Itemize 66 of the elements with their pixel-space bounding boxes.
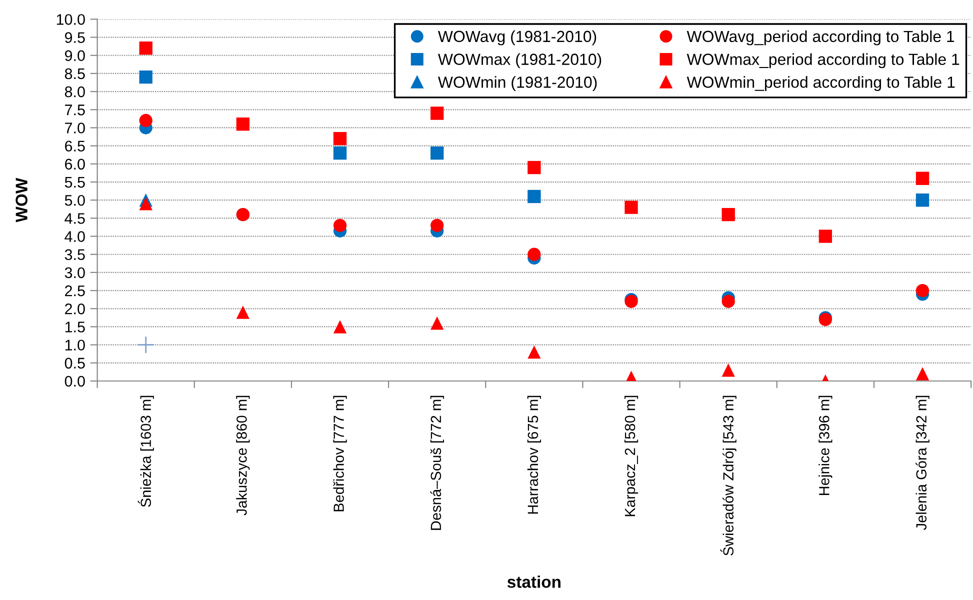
legend-label: WOWavg_period according to Table 1: [686, 30, 954, 46]
y-tick-label: 2.0: [65, 304, 85, 314]
y-tick-label: 7.0: [65, 122, 85, 134]
y-tick-label: 4.0: [64, 231, 85, 242]
y-tick-label: 3.0: [64, 267, 85, 278]
point: [430, 218, 444, 232]
point: [333, 146, 347, 160]
point: [722, 294, 735, 308]
x-axis-title: station: [507, 576, 560, 588]
y-tick-label: 5.0: [64, 194, 85, 206]
legend-label: WOWmin (1981-2010): [438, 76, 597, 92]
point: [916, 172, 930, 185]
x-tick-label: Bedřichov [777 m]: [333, 396, 347, 512]
y-tick-label: 3.5: [64, 249, 85, 260]
y-tick-label: 0.5: [64, 358, 85, 369]
point: [136, 336, 155, 354]
point: [916, 367, 930, 380]
y-tick-label: 6.5: [65, 140, 85, 152]
y-tick-label: 1.5: [65, 322, 85, 332]
point: [528, 190, 541, 204]
point: [430, 146, 444, 160]
y-axis-title: WOW: [16, 178, 28, 222]
point: [333, 320, 347, 334]
y-tick-label: 6.0: [65, 158, 85, 170]
x-tick-label: Harrachov [675 m]: [527, 396, 541, 514]
point: [916, 194, 930, 207]
y-tick-label: 9.5: [64, 32, 85, 43]
point: [916, 284, 930, 298]
point: [333, 132, 347, 146]
legend-label: WOWmin_period according to Table 1: [686, 76, 955, 92]
point: [722, 364, 735, 377]
y-tick-label: 10.0: [56, 14, 85, 25]
legend-label: WOWmax_period according to Table 1: [686, 53, 960, 68]
x-tick-label: Jakuszyce [860 m]: [236, 396, 250, 516]
y-tick-label: 0.0: [64, 376, 85, 387]
y-tick-label: 4.5: [64, 213, 85, 224]
point: [528, 160, 541, 174]
x-tick-label: Śnieżka [1603 m]: [138, 396, 154, 507]
point: [139, 114, 152, 128]
y-tick-label: 9.0: [64, 50, 85, 62]
y-tick-label: 5.5: [64, 177, 85, 188]
point: [624, 200, 638, 214]
point: [139, 197, 152, 210]
legend-label: WOWavg (1981-2010): [438, 30, 596, 46]
point: [139, 70, 152, 84]
point: [722, 208, 735, 222]
x-tick-label: Świeradów Zdrój [543 m]: [720, 396, 736, 556]
point: [139, 42, 152, 55]
y-tick-label: 1.0: [65, 340, 85, 351]
point: [430, 106, 444, 120]
point: [528, 345, 541, 359]
x-tick-label: Hejnice [396 m]: [818, 396, 832, 496]
point: [236, 118, 250, 131]
y-tick-label: 7.5: [65, 104, 85, 116]
y-tick-label: 8.5: [64, 68, 85, 80]
legend-label: WOWmax (1981-2010): [438, 53, 602, 68]
point: [236, 306, 250, 319]
x-tick-label: Karpacz_2 [580 m]: [624, 396, 638, 516]
y-tick-label: 2.5: [65, 285, 85, 296]
x-tick-label: Desná–Souš [772 m]: [430, 396, 444, 530]
point: [333, 218, 347, 232]
x-tick-label: Jelenia Góra [342 m]: [916, 396, 930, 530]
point: [430, 316, 444, 330]
y-tick-label: 8.0: [64, 86, 85, 98]
point: [818, 230, 832, 243]
point: [528, 248, 541, 261]
